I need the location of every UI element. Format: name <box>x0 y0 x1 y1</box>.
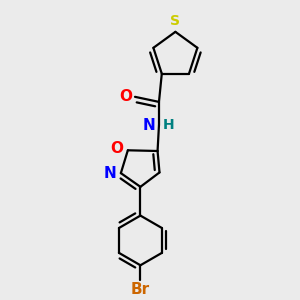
Text: S: S <box>170 14 180 28</box>
Text: Br: Br <box>131 282 150 297</box>
Text: O: O <box>119 89 132 104</box>
Text: H: H <box>162 118 174 132</box>
Text: N: N <box>104 166 117 181</box>
Text: O: O <box>111 141 124 156</box>
Text: N: N <box>143 118 156 133</box>
